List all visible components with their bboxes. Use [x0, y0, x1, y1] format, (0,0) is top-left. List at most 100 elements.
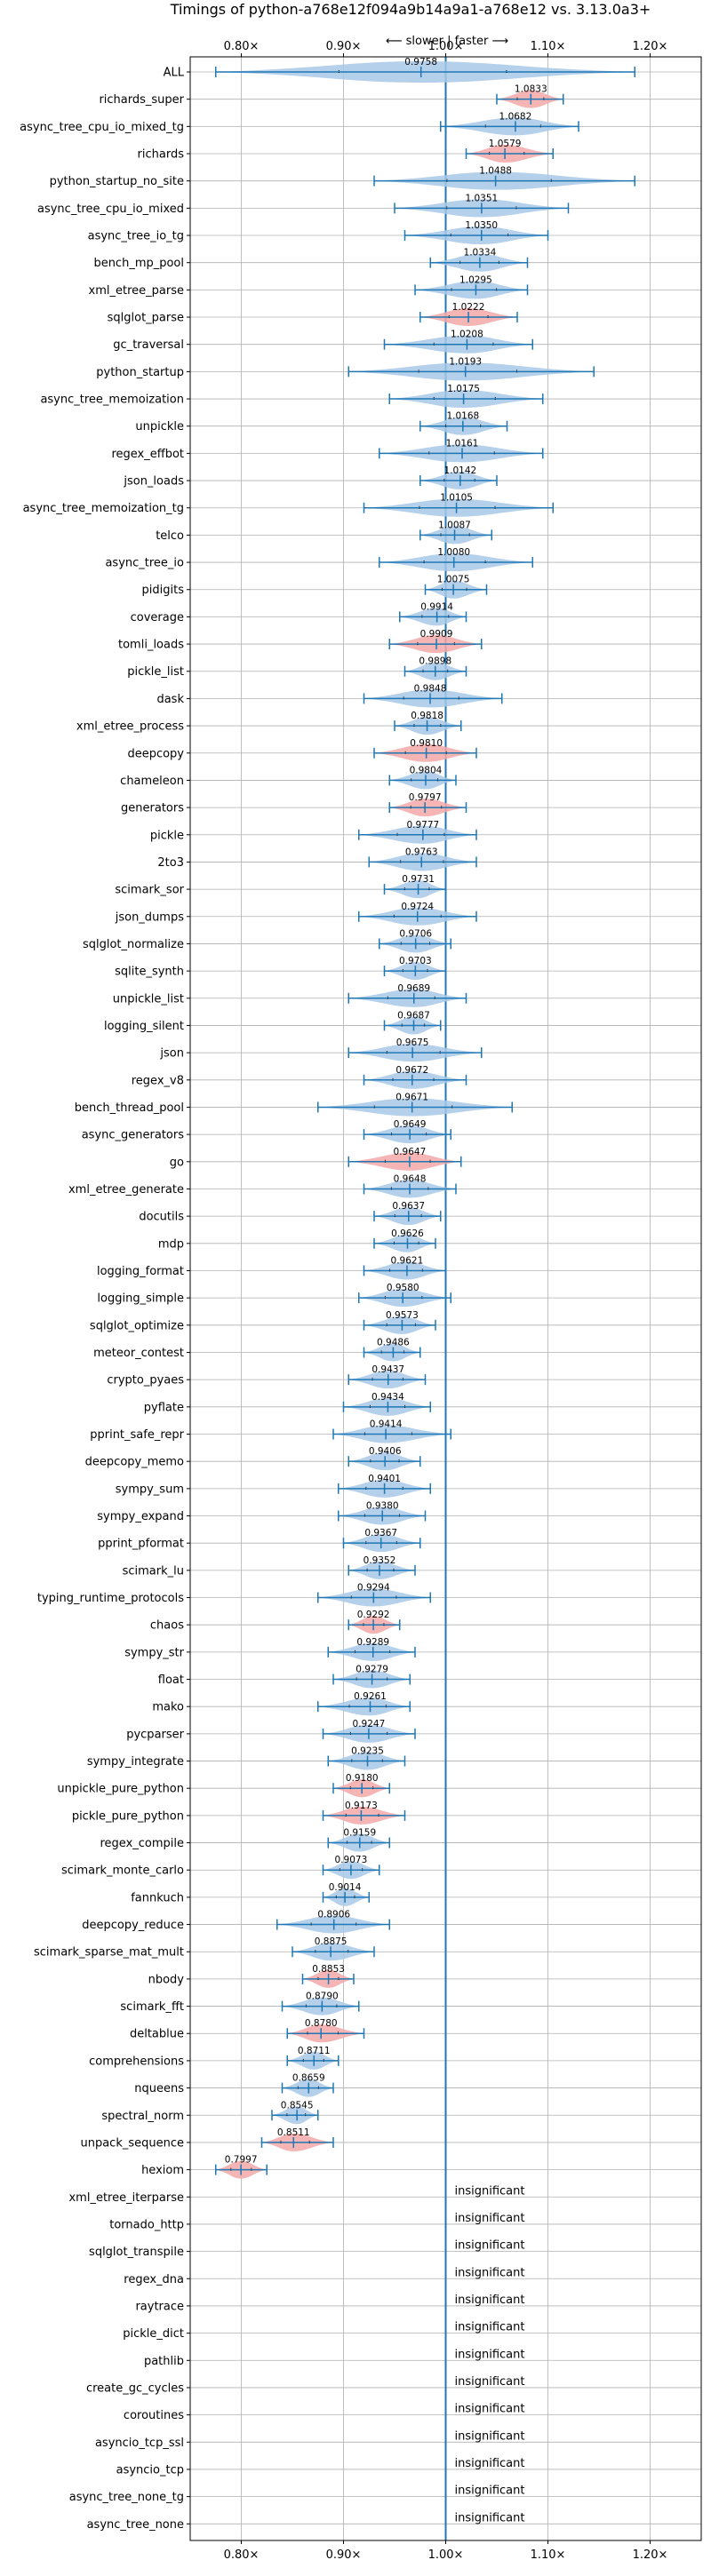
- value-label: 0.9909: [420, 629, 453, 640]
- benchmark-label: json_loads: [123, 475, 184, 489]
- benchmark-label: richards_super: [99, 93, 184, 107]
- bottom-tick-label: 1.10×: [531, 2548, 566, 2562]
- insignificant-label: insignificant: [455, 2266, 525, 2279]
- benchmark-label: bench_thread_pool: [75, 1101, 184, 1115]
- value-label: 0.7997: [225, 2155, 258, 2166]
- value-label: 0.8711: [298, 2046, 331, 2056]
- violin-layer: [215, 61, 635, 2179]
- value-label: 0.9763: [405, 847, 438, 857]
- benchmark-label: xml_etree_parse: [89, 284, 184, 298]
- benchmark-label: pickle_list: [127, 665, 184, 679]
- value-label: 0.9289: [356, 1637, 389, 1648]
- value-label: 0.8545: [281, 2100, 314, 2111]
- value-label: 0.9648: [394, 1173, 427, 1184]
- value-label: 0.9848: [414, 683, 447, 694]
- benchmark-label: scimark_fft: [120, 2000, 184, 2014]
- benchmark-label: regex_dna: [124, 2273, 184, 2286]
- benchmark-label: dask: [156, 693, 184, 706]
- benchmark-label: logging_silent: [104, 1020, 184, 1033]
- benchmark-label: deepcopy: [127, 747, 184, 760]
- benchmark-label: unpickle: [135, 420, 184, 433]
- benchmark-label: bench_mp_pool: [93, 257, 184, 270]
- insignificant-label: insignificant: [455, 2294, 525, 2307]
- benchmark-label: sympy_expand: [97, 1510, 184, 1523]
- benchmark-label: unpickle_list: [113, 992, 184, 1006]
- benchmark-label: async_tree_none_tg: [69, 2491, 184, 2504]
- value-label: 0.9804: [410, 765, 443, 775]
- value-label: 0.9898: [419, 656, 451, 667]
- benchmark-label: deepcopy_memo: [85, 1456, 184, 1469]
- insignificant-label: insignificant: [455, 2457, 525, 2470]
- top-tick-label: 1.10×: [531, 40, 566, 53]
- value-label: 0.9401: [368, 1474, 401, 1484]
- benchmark-label: go: [170, 1156, 184, 1169]
- value-label: 0.9914: [420, 601, 453, 612]
- benchmark-label: regex_effbot: [111, 448, 184, 461]
- top-tick-label: 0.90×: [326, 40, 362, 53]
- bottom-tick-label: 1.00×: [428, 2548, 464, 2562]
- insignificant-label: insignificant: [455, 2321, 525, 2334]
- value-label: 0.9672: [395, 1065, 428, 1076]
- benchmark-label: sympy_str: [124, 1646, 184, 1659]
- value-label: 0.9724: [401, 902, 434, 912]
- value-label: 1.0087: [438, 520, 471, 530]
- benchmark-label: pprint_safe_repr: [90, 1428, 184, 1442]
- benchmark-label: asyncio_tcp_ssl: [95, 2437, 184, 2450]
- value-label: 1.0295: [459, 274, 492, 285]
- benchmark-label: sqlite_synth: [115, 966, 184, 979]
- value-label: 0.8659: [292, 2073, 325, 2084]
- chart-title: Timings of python-a768e12f094a9b14a9a1-a…: [170, 1, 651, 18]
- value-label: 0.9689: [397, 983, 430, 994]
- value-label: 0.9279: [356, 1665, 388, 1675]
- benchmark-label: chaos: [150, 1619, 184, 1633]
- benchmark-label: nqueens: [134, 2082, 184, 2095]
- value-label: 0.9703: [399, 956, 432, 966]
- benchmark-label: scimark_sor: [115, 884, 184, 897]
- benchmark-label: async_generators: [82, 1129, 185, 1142]
- value-label: 0.9818: [411, 711, 443, 721]
- direction-label: ⟵ slower | faster ⟶: [386, 35, 508, 48]
- benchmark-label: xml_etree_iterparse: [68, 2191, 184, 2205]
- benchmark-label: logging_format: [97, 1265, 184, 1278]
- value-label: 0.9626: [391, 1228, 424, 1239]
- value-label: 0.9573: [386, 1310, 419, 1321]
- benchmark-label: coroutines: [124, 2409, 184, 2422]
- value-label: 1.0168: [446, 411, 479, 422]
- value-label: 0.8790: [306, 1992, 339, 2002]
- insignificant-label: insignificant: [455, 2429, 525, 2443]
- benchmark-label: telco: [156, 529, 184, 543]
- benchmark-label: async_tree_io_tg: [88, 230, 184, 243]
- value-label: 0.9352: [363, 1555, 396, 1566]
- value-label: 0.9706: [399, 928, 432, 939]
- benchmark-label: sympy_integrate: [87, 1755, 184, 1769]
- value-label: 1.0222: [452, 302, 485, 313]
- benchmark-label: docutils: [139, 1211, 184, 1224]
- value-label: 1.0488: [479, 166, 512, 177]
- benchmark-label: scimark_lu: [123, 1564, 184, 1578]
- top-tick-label: 1.20×: [633, 40, 668, 53]
- value-label: 1.0075: [437, 575, 470, 585]
- benchmark-label: typing_runtime_protocols: [37, 1592, 184, 1605]
- insignificant-label: insignificant: [455, 2485, 525, 2498]
- benchmark-label: sqlglot_normalize: [83, 938, 184, 951]
- value-label: 0.9777: [406, 820, 439, 831]
- value-label: 1.0105: [440, 493, 473, 504]
- value-label: 0.9758: [404, 57, 437, 68]
- benchmark-label: meteor_contest: [93, 1347, 184, 1360]
- benchmark-label: async_tree_cpu_io_mixed_tg: [20, 121, 184, 134]
- insignificant-label: insignificant: [455, 2511, 525, 2524]
- insignificant-label: insignificant: [455, 2375, 525, 2389]
- benchmark-label: pickle_dict: [123, 2327, 184, 2341]
- value-label: 0.9173: [345, 1801, 378, 1811]
- bottom-tick-label: 0.90×: [326, 2548, 362, 2562]
- value-label: 0.9414: [370, 1419, 403, 1430]
- top-tick-label: 0.80×: [224, 40, 260, 53]
- benchmark-label: async_tree_none: [87, 2518, 184, 2532]
- benchmark-label: pprint_pformat: [98, 1538, 184, 1551]
- benchmark-label: python_startup: [96, 366, 184, 379]
- benchmark-label: pycparser: [126, 1728, 184, 1741]
- axis-layer: 0.80× 0.80× 0.90× 0.90× 1.00× 1.00× 1.10× 1.10×…: [20, 40, 667, 2562]
- value-label: 0.9731: [402, 874, 435, 885]
- benchmark-label: gc_traversal: [113, 338, 184, 352]
